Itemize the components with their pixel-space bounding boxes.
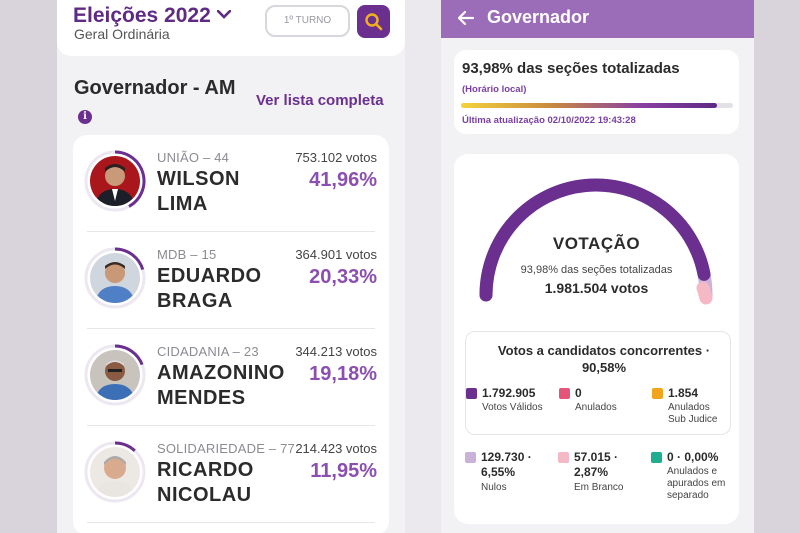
legend-value: 0 — [575, 386, 582, 400]
vote-share-ring — [84, 247, 146, 309]
top-bar: Eleições 2022 Geral Ordinária 1º TURNO — [57, 0, 405, 56]
candidate-photo — [90, 156, 140, 206]
candidate-name: WILSON LIMA — [157, 168, 240, 215]
back-arrow-icon[interactable] — [457, 9, 475, 27]
candidate-votes: 753.102 votos — [295, 150, 377, 165]
candidate-name: EDUARDO BRAGA — [157, 265, 262, 312]
legend-swatch — [559, 388, 570, 399]
candidate-row[interactable]: MDB – 15 364.901 votos EDUARDO BRAGA 20,3… — [73, 232, 389, 329]
chevron-down-icon — [216, 1, 232, 25]
candidate-photo — [90, 350, 140, 400]
progress-bar — [461, 103, 733, 108]
legend-value: 129.730 · 6,55% — [481, 450, 532, 479]
search-button[interactable] — [357, 5, 390, 38]
legend-swatch — [651, 452, 662, 463]
turno-input[interactable]: 1º TURNO — [265, 5, 350, 37]
candidate-party: UNIÃO – 44 — [157, 150, 230, 165]
candidate-row[interactable]: CIDADANIA – 23 344.213 votos AMAZONINO ME… — [73, 329, 389, 426]
gauge-subtitle: 93,98% das seções totalizadas — [520, 264, 673, 276]
gauge-title: VOTAÇÃO — [552, 234, 641, 253]
section-title: Governador - AM — [74, 77, 236, 99]
gauge-total-votes: 1.981.504 votos — [544, 280, 649, 296]
candidate-votes: 214.423 votos — [295, 441, 377, 456]
candidate-name: RICARDO NICOLAU — [157, 459, 254, 506]
votacao-card: VOTAÇÃO 93,98% das seções totalizadas 1.… — [454, 154, 739, 524]
candidate-percent: 20,33% — [309, 266, 377, 288]
right-screen: Governador 93,98% das seções totalizadas… — [441, 0, 754, 533]
election-selector[interactable]: Eleições 2022 — [73, 1, 232, 28]
legend-label: Nulos — [481, 482, 507, 493]
legend-swatch — [466, 388, 477, 399]
candidate-percent: 11,95% — [310, 460, 377, 482]
legend-label: Anulados e apurados em separado — [667, 466, 726, 501]
election-subtitle: Geral Ordinária — [74, 26, 170, 42]
concorrentes-box: Votos a candidatos concorrentes · 90,58%… — [465, 331, 731, 435]
candidate-photo — [90, 253, 140, 303]
candidate-votes: 344.213 votos — [295, 344, 377, 359]
legend-swatch — [652, 388, 663, 399]
votacao-gauge — [479, 178, 713, 305]
legend-label: Anulados — [575, 402, 617, 413]
candidates-card: UNIÃO – 44 753.102 votos WILSON LIMA 41,9… — [73, 135, 389, 533]
full-list-link[interactable]: Ver lista completa — [256, 92, 384, 109]
progress-text: 93,98% das seções totalizadas — [462, 60, 680, 77]
progress-card: 93,98% das seções totalizadas (Horário l… — [454, 50, 739, 134]
legend-label: Em Branco — [574, 482, 624, 493]
candidate-party: SOLIDARIEDADE – 77 — [157, 441, 295, 456]
info-icon[interactable]: i — [78, 110, 92, 124]
screen-title: Governador — [487, 7, 590, 27]
election-title: Eleições 2022 — [73, 4, 211, 27]
vote-share-ring — [84, 441, 146, 503]
progress-bar-fill — [461, 103, 717, 108]
vote-share-ring — [84, 344, 146, 406]
legend-value: 1.792.905 — [482, 386, 536, 400]
candidate-party: CIDADANIA – 23 — [157, 344, 259, 359]
last-update: Última atualização 02/10/2022 19:43:28 — [462, 115, 636, 126]
legend-value: 1.854 — [668, 386, 699, 400]
vote-share-ring — [84, 150, 146, 212]
candidate-row[interactable]: UNIÃO – 44 753.102 votos WILSON LIMA 41,9… — [73, 135, 389, 232]
legend-label: Votos Válidos — [482, 402, 543, 413]
candidate-row[interactable]: SOLIDARIEDADE – 77 214.423 votos RICARDO… — [73, 426, 389, 523]
candidate-name: AMAZONINO MENDES — [157, 362, 285, 409]
local-time-note: (Horário local) — [462, 84, 527, 95]
legend-swatch — [558, 452, 569, 463]
concorrentes-title: Votos a candidatos concorrentes · 90,58% — [497, 343, 711, 375]
candidate-percent: 41,96% — [309, 169, 377, 191]
candidate-party: MDB – 15 — [157, 247, 217, 262]
left-screen: Eleições 2022 Geral Ordinária 1º TURNO G… — [57, 0, 405, 533]
candidate-votes: 364.901 votos — [295, 247, 377, 262]
legend-label: Anulados Sub Judice — [668, 402, 718, 425]
legend-value: 57.015 · 2,87% — [574, 450, 619, 479]
legend-swatch — [465, 452, 476, 463]
top-bar: Governador — [441, 0, 754, 38]
candidate-photo — [90, 447, 140, 497]
legend-value: 0 · 0,00% — [667, 450, 719, 464]
candidate-percent: 19,18% — [309, 363, 377, 385]
search-icon — [365, 13, 383, 31]
